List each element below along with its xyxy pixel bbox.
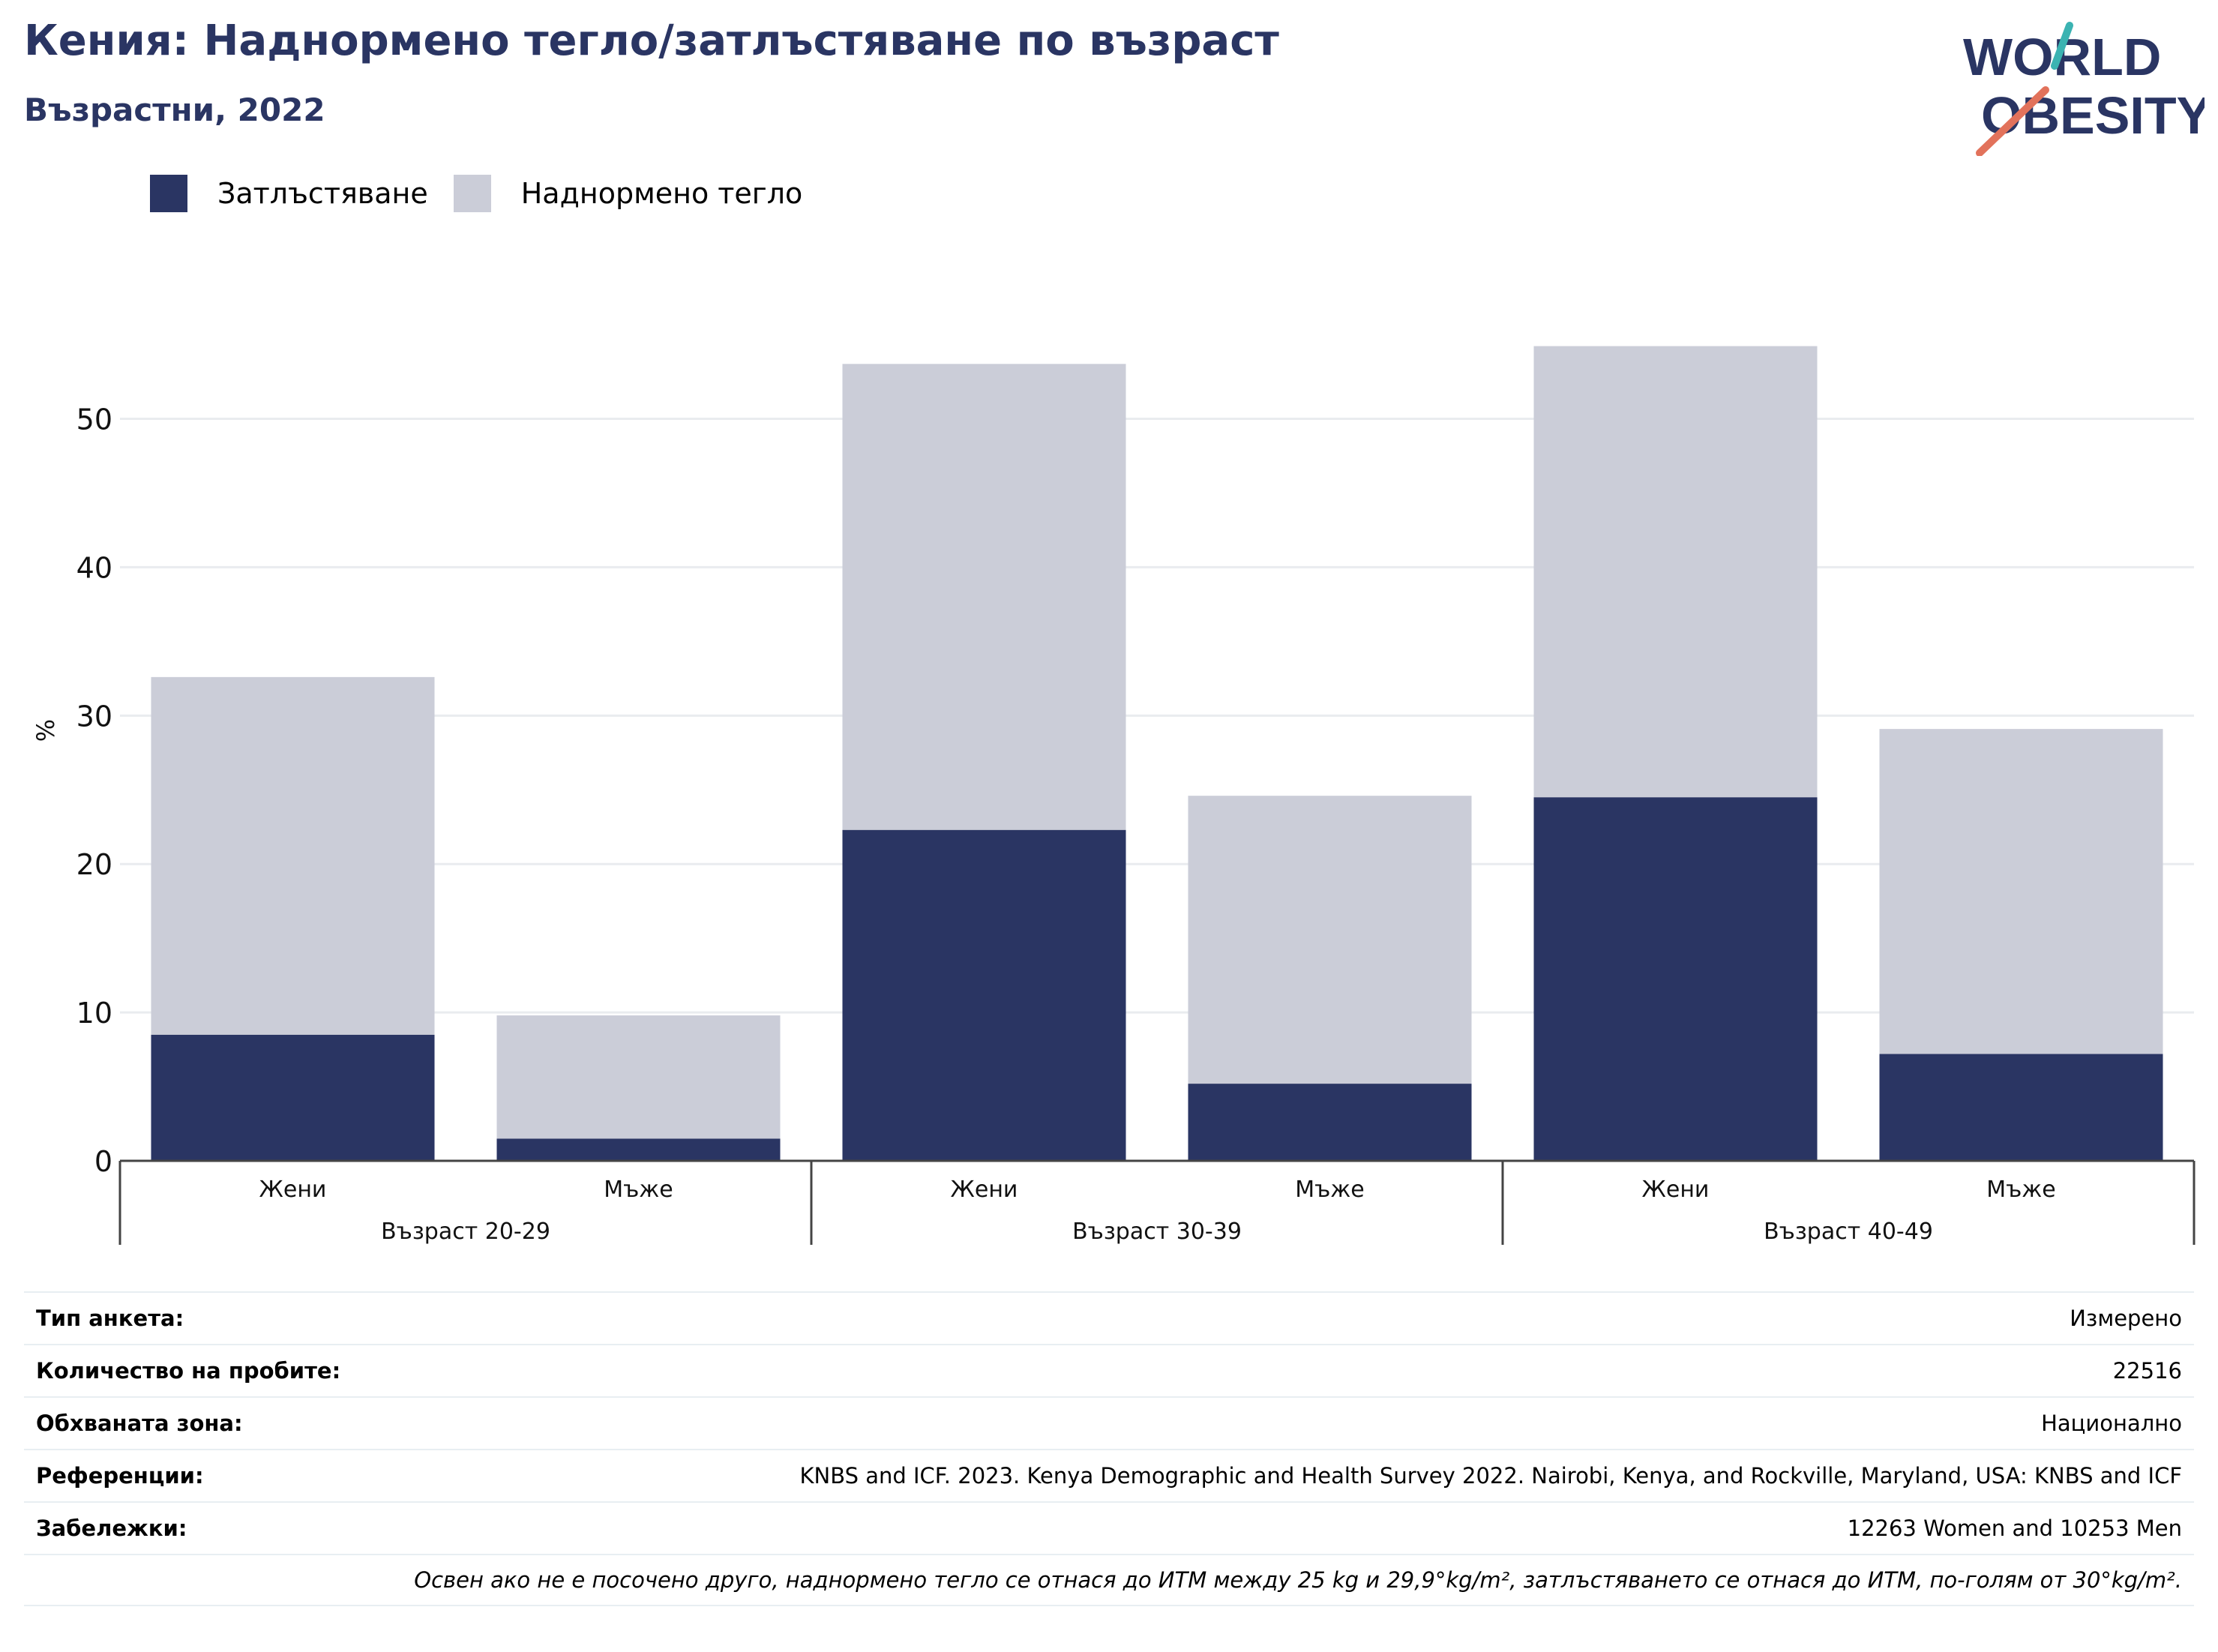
bar-obesity: [151, 1034, 435, 1161]
legend-label-obesity: Затлъстяване: [217, 177, 428, 210]
chart-legend: Затлъстяване Наднормено тегло: [150, 172, 828, 214]
bar-overweight: [842, 364, 1126, 830]
info-footnote: Освен ако не е посочено друго, наднормен…: [24, 1554, 2194, 1606]
legend-label-overweight: Наднормено тегло: [520, 177, 803, 210]
info-row-references: Референции: KNBS and ICF. 2023. Kenya De…: [24, 1449, 2194, 1501]
y-tick-label: 10: [76, 997, 112, 1030]
y-tick-label: 40: [76, 551, 112, 584]
info-label: Количество на пробите:: [36, 1358, 341, 1384]
info-value: KNBS and ICF. 2023. Kenya Demographic an…: [799, 1463, 2182, 1489]
legend-swatch-obesity: [150, 175, 187, 212]
bar-overweight: [1533, 346, 1818, 798]
y-tick-label: 20: [76, 848, 112, 881]
x-category-label: Жени: [259, 1177, 327, 1203]
y-axis-label: %: [31, 719, 60, 742]
x-group-label: Възраст 30-39: [1072, 1219, 1242, 1245]
info-label: Тип анкета:: [36, 1306, 184, 1331]
info-label: Забележки:: [36, 1516, 187, 1541]
y-tick-label: 50: [76, 403, 112, 436]
info-row-notes: Забележки: 12263 Women and 10253 Men: [24, 1501, 2194, 1554]
bar-overweight: [496, 1015, 781, 1139]
info-value: Национално: [2041, 1411, 2182, 1436]
info-value: 12263 Women and 10253 Men: [1847, 1516, 2182, 1541]
legend-item-overweight: Наднормено тегло: [453, 175, 803, 212]
x-group-label: Възраст 40-49: [1764, 1219, 1933, 1245]
y-tick-label: 30: [76, 700, 112, 733]
x-category-label: Мъже: [1295, 1177, 1365, 1203]
info-value: 22516: [2112, 1358, 2182, 1384]
x-category-label: Мъже: [1986, 1177, 2056, 1203]
bar-overweight: [151, 676, 435, 1035]
info-label: Обхваната зона:: [36, 1411, 243, 1436]
chart-title: Кения: Наднормено тегло/затлъстяване по …: [24, 16, 1279, 65]
info-row-area-covered: Обхваната зона: Национално: [24, 1396, 2194, 1449]
x-group-label: Възраст 20-29: [381, 1219, 550, 1245]
world-obesity-logo: WORLD OBESITY: [1963, 22, 2205, 156]
legend-item-obesity: Затлъстяване: [150, 175, 428, 212]
chart-subtitle: Възрастни, 2022: [24, 91, 325, 128]
logo-slash-coral: [1976, 86, 2049, 156]
info-value: Измерено: [2070, 1306, 2182, 1331]
info-row-survey-type: Тип анкета: Измерено: [24, 1291, 2194, 1344]
legend-swatch-overweight: [453, 175, 491, 212]
stacked-bar-chart: 0 10 20 30 40 50% Жени Мъже Жени Мъже Жени Мъже Възр…: [31, 346, 2196, 1245]
bar-obesity: [1879, 1054, 2163, 1161]
bar-overweight: [1188, 796, 1472, 1084]
bar-overweight: [1879, 729, 2163, 1054]
bar-obesity: [842, 829, 1126, 1161]
x-category-label: Жени: [1642, 1177, 1710, 1203]
bar-obesity: [496, 1138, 781, 1161]
y-tick-label: 0: [94, 1145, 112, 1178]
bar-obesity: [1533, 797, 1818, 1161]
info-label: Референции:: [36, 1463, 204, 1489]
info-row-sample-size: Количество на пробите: 22516: [24, 1344, 2194, 1396]
bar-obesity: [1188, 1084, 1472, 1161]
footnote-text: Освен ако не е посочено друго, наднормен…: [414, 1567, 2182, 1593]
x-category-label: Мъже: [604, 1177, 673, 1203]
survey-info-table: Тип анкета: Измерено Количество на проби…: [24, 1291, 2194, 1606]
x-category-label: Жени: [951, 1177, 1018, 1203]
logo-slash-teal: [2051, 22, 2073, 70]
